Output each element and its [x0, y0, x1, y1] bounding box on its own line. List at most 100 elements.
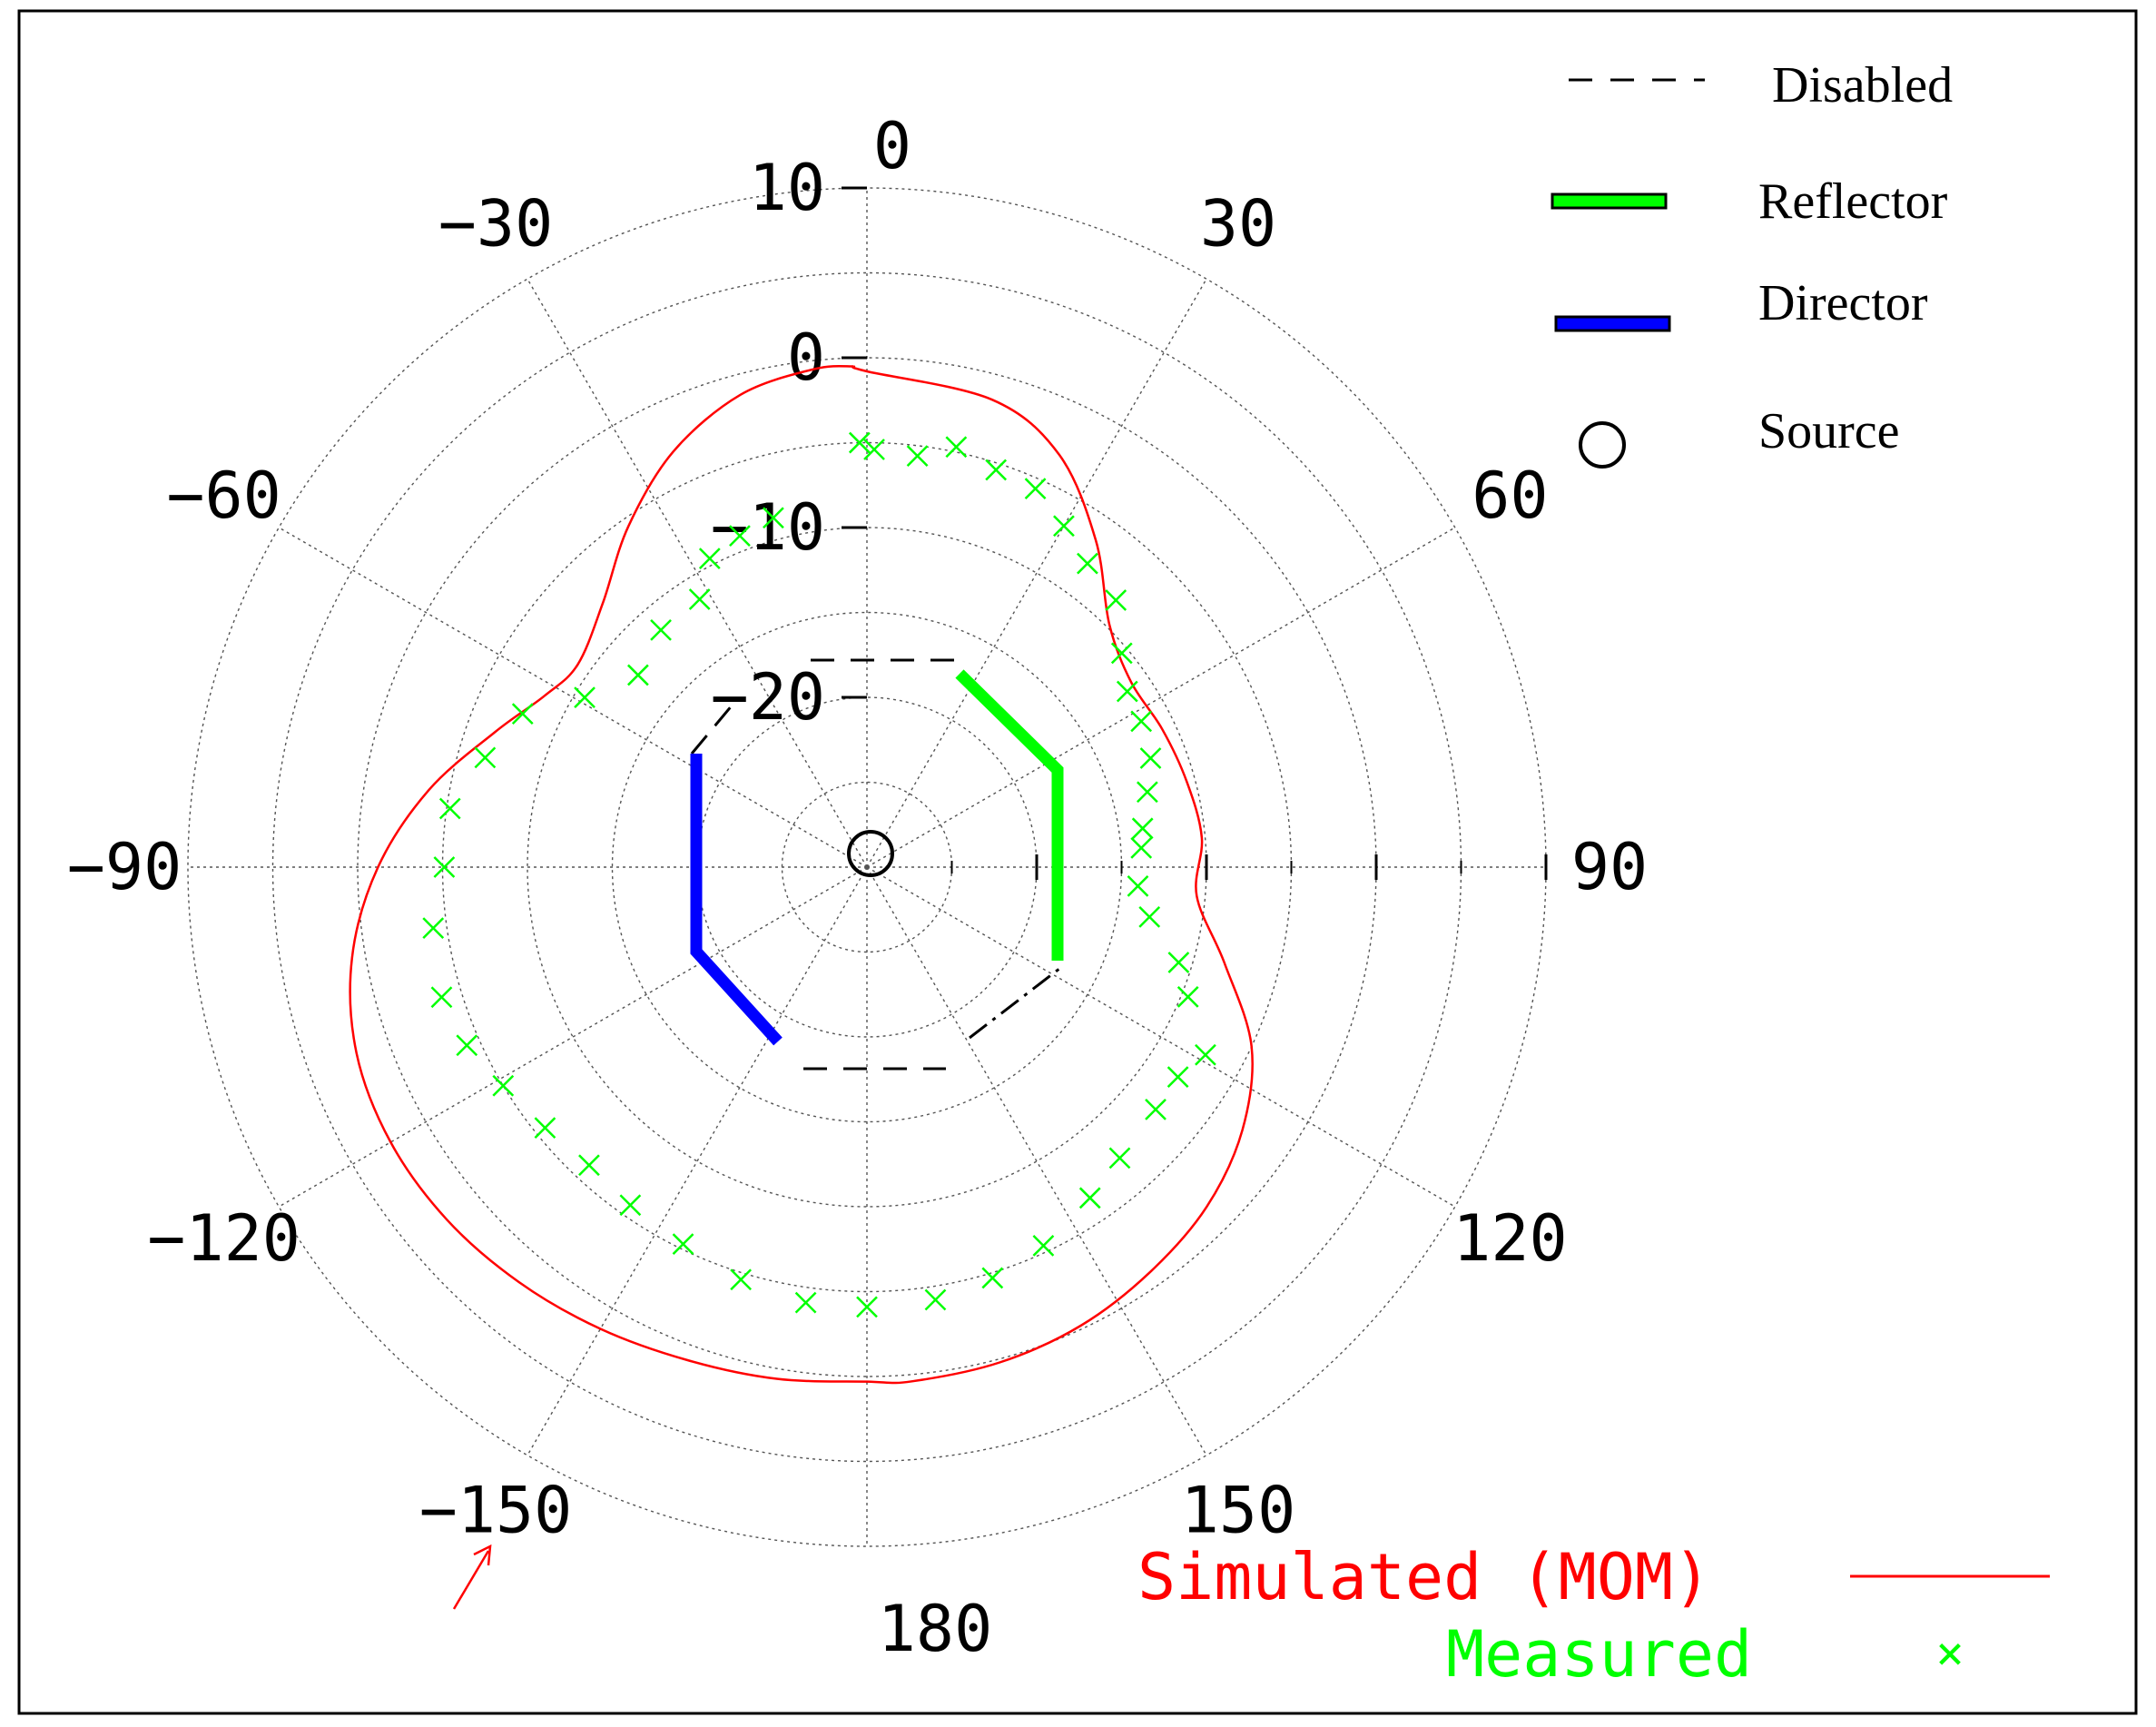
measured-marker-stroke	[763, 507, 784, 529]
measured-point	[1077, 552, 1098, 575]
measured-marker-stroke	[574, 686, 596, 709]
measured-marker-stroke	[1136, 781, 1158, 804]
measured-point	[1167, 952, 1190, 973]
measured-point	[1195, 1043, 1216, 1066]
measured-marker-stroke	[985, 459, 1008, 481]
measured-point	[688, 588, 711, 610]
grid-spoke	[866, 278, 1207, 868]
legend-simulated-label: Simulated (MOM)	[1137, 1540, 1711, 1614]
legend-source-label: Source	[1758, 403, 1900, 459]
measured-point	[1139, 747, 1162, 769]
legend-measured-marker: ×	[1935, 1626, 1964, 1681]
measured-point	[1053, 515, 1075, 538]
annotation-arrow-shaft	[452, 1550, 490, 1610]
measured-point	[856, 1296, 878, 1318]
measured-marker-stroke	[672, 1233, 694, 1256]
measured-marker-stroke	[924, 1288, 947, 1311]
measured-marker-stroke	[492, 1074, 515, 1097]
measured-point	[1131, 817, 1154, 840]
angle-tick-labels: 0 30 60 90 120 150 180 −150 −120 −90 −60 −30	[67, 109, 1648, 1666]
measured-point	[1078, 1187, 1101, 1209]
measured-marker-stroke	[906, 445, 929, 468]
measured-point	[430, 986, 453, 1009]
measured-point	[848, 431, 871, 454]
measured-point	[1024, 478, 1047, 500]
measured-point	[626, 664, 649, 686]
measured-marker-stroke	[688, 588, 711, 610]
measured-point	[433, 856, 456, 878]
simulated-curve	[349, 364, 1254, 1385]
angle-tick-label: 30	[1200, 187, 1276, 262]
measured-marker-stroke	[433, 856, 456, 878]
grid-spoke	[866, 866, 1456, 1208]
measured-marker-stroke	[729, 525, 751, 548]
measured-marker-stroke	[981, 1267, 1004, 1289]
legend-entry-director: Director	[1554, 275, 1928, 332]
measured-point	[619, 1194, 642, 1217]
reflector-element	[955, 669, 1064, 961]
director-element	[690, 754, 783, 1046]
angle-tick-label: −90	[67, 830, 182, 904]
measured-marker-stroke	[1116, 680, 1138, 703]
angle-tick-label: −60	[166, 459, 281, 533]
measured-marker-stroke	[1127, 874, 1149, 897]
measured-marker-stroke	[1024, 478, 1047, 500]
disabled-element-bottom-right	[969, 963, 1065, 1040]
element-legend: Disabled Reflector Director Source	[1551, 57, 1953, 469]
r-tick-label: 0	[787, 321, 825, 395]
measured-point	[1130, 836, 1153, 859]
measured-point	[511, 703, 534, 725]
measured-marker-stroke	[1130, 836, 1153, 859]
measured-marker-stroke	[534, 1117, 556, 1140]
legend-director-swatch	[1554, 315, 1671, 332]
measured-point	[1108, 1147, 1131, 1169]
measured-marker-stroke	[1176, 986, 1199, 1008]
measured-marker-stroke	[1108, 1147, 1131, 1169]
r-tick-label: −20	[711, 660, 825, 735]
measured-point	[730, 1268, 753, 1291]
angular-grid	[188, 188, 1546, 1546]
measured-marker-stroke	[650, 619, 672, 641]
measured-point	[1032, 1235, 1055, 1257]
simulated-series	[349, 364, 1254, 1385]
angle-tick-label: −120	[147, 1201, 300, 1276]
measured-marker-stroke	[856, 1296, 878, 1318]
legend-entry-reflector: Reflector	[1551, 173, 1948, 230]
grid-spoke	[278, 866, 868, 1208]
measured-point	[981, 1267, 1004, 1289]
measured-marker-stroke	[1139, 747, 1162, 769]
measured-point	[1130, 710, 1153, 733]
measured-point	[698, 548, 721, 569]
measured-point	[763, 507, 784, 529]
measured-point	[1127, 874, 1149, 897]
grid-spoke	[278, 527, 868, 868]
measured-point	[729, 525, 751, 548]
measured-marker-stroke	[1195, 1043, 1216, 1066]
measured-marker-stroke	[430, 986, 453, 1009]
grid-spoke	[527, 278, 868, 868]
legend-disabled-label: Disabled	[1772, 57, 1953, 113]
chart-frame	[17, 9, 2138, 1715]
radial-axis: 10 0 −10 −20	[711, 151, 1548, 880]
series-legend: Simulated (MOM) Measured ×	[1137, 1540, 2050, 1692]
measured-marker-stroke	[438, 797, 461, 820]
legend-director-label: Director	[1758, 275, 1928, 331]
measured-point	[1145, 1098, 1167, 1120]
measured-marker-stroke	[1053, 515, 1075, 538]
legend-entry-source: Source	[1579, 403, 1900, 469]
legend-reflector-label: Reflector	[1758, 173, 1948, 230]
measured-marker-stroke	[863, 439, 885, 460]
measured-point	[863, 439, 885, 460]
measured-point	[574, 686, 596, 709]
measured-marker-stroke	[1167, 952, 1190, 973]
measured-point	[534, 1117, 556, 1140]
legend-source-swatch	[1579, 421, 1626, 469]
measured-point	[1176, 986, 1199, 1008]
measured-point	[906, 445, 929, 468]
measured-point	[672, 1233, 694, 1256]
measured-point	[1116, 680, 1138, 703]
measured-point	[1138, 905, 1161, 928]
array-diagram	[690, 658, 1065, 1071]
measured-marker-stroke	[1130, 710, 1153, 733]
